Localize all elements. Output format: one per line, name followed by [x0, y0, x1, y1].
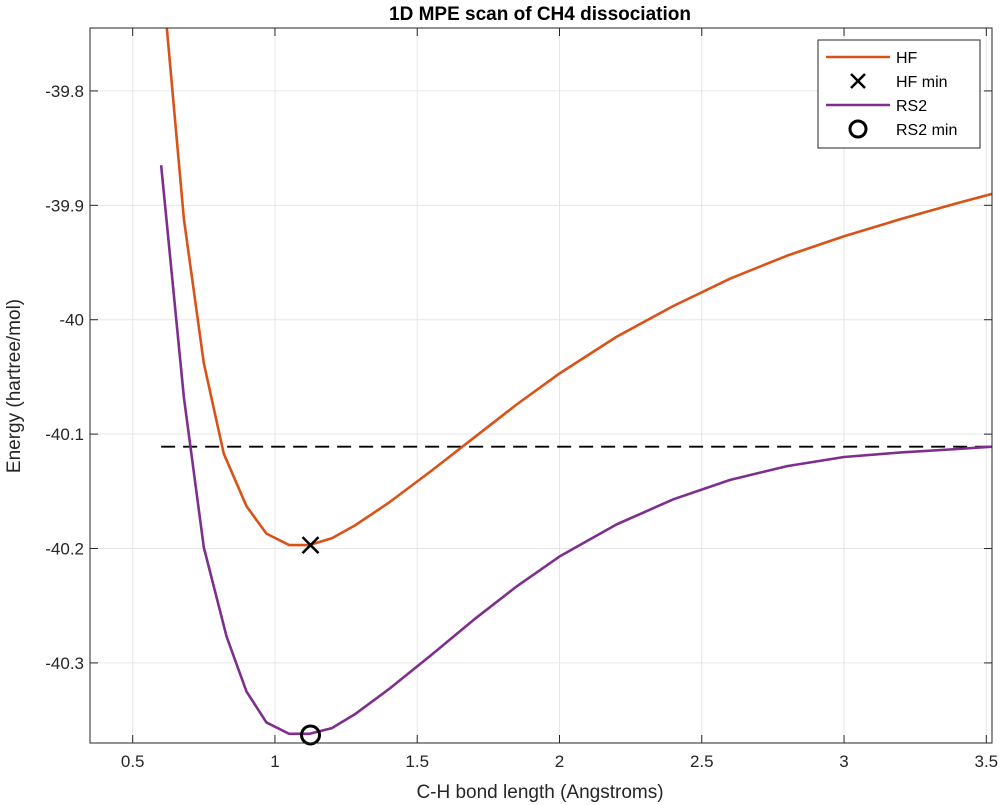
legend-swatch-x — [850, 73, 866, 89]
legend-swatch-o — [848, 119, 868, 139]
series-layer — [159, 28, 992, 736]
x-axis-title: C-H bond length (Angstroms) — [416, 782, 663, 803]
y-tick-label: -40.3 — [45, 654, 84, 673]
x-tick-label: 2.5 — [690, 752, 714, 771]
rs2-min-marker — [300, 724, 322, 746]
x-tick-label: 0.5 — [121, 752, 145, 771]
hf-min-marker — [301, 536, 320, 554]
legend-label: HF min — [896, 74, 948, 91]
x-tick-label: 1 — [270, 752, 279, 771]
legend-label: RS2 — [896, 98, 927, 115]
x-tick-label: 2 — [555, 752, 564, 771]
series-line-hf — [165, 28, 992, 547]
x-tick-label: 3 — [839, 752, 848, 771]
x-tick-label: 3.5 — [974, 752, 998, 771]
x-tick-label: 1.5 — [405, 752, 429, 771]
chart-title: 1D MPE scan of CH4 dissociation — [389, 4, 691, 25]
y-tick-label: -40 — [59, 311, 84, 330]
marker-layer — [300, 536, 322, 746]
legend: HF HF min RS2 RS2 min — [817, 39, 981, 149]
y-tick-label: -39.9 — [45, 196, 84, 215]
y-tick-label: -40.2 — [45, 540, 84, 559]
legend-label: HF — [896, 50, 918, 67]
y-axis-title: Energy (hartree/mol) — [4, 299, 25, 473]
y-tick-label: -40.1 — [45, 425, 84, 444]
legend-label: RS2 min — [896, 122, 957, 139]
grid — [90, 28, 992, 743]
plot-area: 0.5 1 1.5 2 2.5 3 3.5 -40.3 -40.2 -40.1 -40 -39.9 -3… — [45, 27, 998, 771]
axes-box — [89, 27, 993, 744]
y-tick-label: -39.8 — [45, 82, 84, 101]
ticks: 0.5 1 1.5 2 2.5 3 3.5 -40.3 -40.2 -40.1 -40 -39.9 -3… — [45, 28, 998, 771]
series-line-rs2 — [159, 165, 992, 736]
